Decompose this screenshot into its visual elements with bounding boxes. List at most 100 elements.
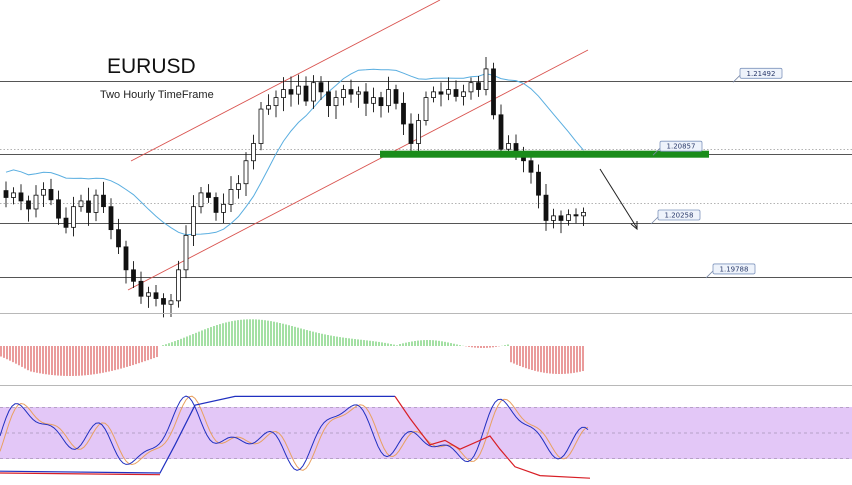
candle-body — [213, 197, 219, 213]
candle-body — [476, 82, 481, 90]
price-label-box — [739, 67, 783, 79]
candle-body — [536, 171, 541, 196]
candle-body — [446, 89, 451, 95]
candle-body — [453, 89, 459, 97]
candle-body — [438, 91, 444, 95]
candle-body — [33, 194, 39, 210]
candle-body — [551, 215, 556, 221]
support-zone — [380, 150, 709, 158]
candle-body — [371, 97, 376, 104]
candle-body — [581, 212, 586, 217]
level-lines — [0, 81, 852, 278]
candle-body — [386, 89, 391, 107]
label-pointer — [705, 270, 714, 279]
candle-body — [251, 143, 256, 162]
stochastic-fast-line — [0, 395, 589, 471]
price-label: 1.21492 — [747, 70, 776, 78]
stochastic-signal-line — [0, 472, 161, 476]
candle-body — [356, 91, 361, 95]
candle-body — [236, 183, 241, 190]
candle-body — [63, 217, 69, 228]
candle-body — [573, 214, 579, 217]
candle-body — [318, 82, 324, 93]
candle-body — [153, 292, 159, 299]
candle-body — [206, 192, 211, 198]
price-label: 1.20258 — [665, 211, 694, 219]
candle-body — [288, 89, 294, 95]
candle-body — [71, 206, 76, 228]
stochastic-signal-line — [0, 395, 395, 474]
candle-body — [243, 160, 249, 185]
candle-body — [506, 143, 511, 150]
candle-body — [221, 203, 226, 213]
candle-body — [86, 200, 91, 213]
trend-channel — [127, 0, 589, 291]
candle-body — [461, 91, 466, 97]
channel-lower-line — [127, 49, 589, 291]
candle-body — [491, 68, 496, 116]
stochastic-slow-line — [0, 395, 589, 471]
candle-body — [138, 280, 144, 297]
candle-body — [408, 123, 414, 144]
candle-body — [3, 190, 9, 198]
candle-body — [483, 68, 489, 90]
candle-body — [281, 89, 286, 98]
candle-body — [431, 91, 436, 98]
candle-body — [146, 292, 151, 297]
candle-body — [228, 189, 234, 205]
candle-body — [41, 189, 46, 196]
candle-body — [378, 97, 384, 107]
candle-body — [56, 199, 61, 219]
stochastic-lines — [0, 395, 591, 479]
candle-body — [543, 194, 549, 221]
stochastic-pane — [0, 395, 852, 479]
candle-body — [363, 91, 369, 104]
chart-subtitle: Two Hourly TimeFrame — [100, 89, 214, 101]
candle-body — [558, 215, 564, 221]
candle-body — [123, 246, 129, 271]
candle-body — [93, 194, 99, 213]
candle-body — [78, 200, 84, 208]
price-label-box — [712, 263, 756, 275]
price-label: 1.20857 — [667, 143, 696, 151]
candle-body — [26, 200, 31, 210]
price-label: 1.19788 — [720, 265, 749, 273]
candle-body — [393, 89, 399, 104]
candle-body — [513, 143, 519, 152]
stochastic-signal-line — [394, 396, 591, 479]
candle-body — [108, 206, 114, 231]
price-pane: 1.21492 1.20857 1.20258 1.19788 EURUSD Two … — [0, 0, 852, 318]
candle-body — [183, 234, 189, 271]
projection-arrow — [599, 168, 638, 231]
candle-body — [566, 214, 571, 221]
arrow-shaft — [599, 168, 638, 229]
candle-body — [101, 194, 106, 208]
candle-body — [311, 82, 316, 102]
candle-body — [468, 82, 474, 93]
oscillator-histogram — [0, 319, 584, 376]
candle-body — [198, 192, 204, 208]
candle-body — [168, 300, 174, 305]
candle-body — [176, 269, 181, 302]
candle-body — [528, 160, 534, 173]
candle-body — [401, 102, 406, 125]
level-labels: 1.21492 1.20857 1.20258 1.19788 — [650, 67, 783, 279]
candle-body — [116, 229, 121, 248]
stochastic-grid — [0, 407, 852, 459]
candle-body — [48, 189, 54, 201]
candle-body — [296, 85, 301, 95]
candle-body — [498, 114, 504, 150]
arrow-head — [630, 221, 638, 231]
candle-body — [11, 192, 16, 198]
candles — [3, 57, 586, 318]
price-label-box — [657, 209, 701, 221]
channel-upper-line — [130, 0, 441, 162]
candle-body — [416, 120, 421, 144]
chart-title: EURUSD — [107, 55, 196, 78]
label-pointer — [652, 147, 661, 156]
candle-body — [131, 269, 136, 282]
candle-body — [423, 97, 429, 121]
support-zone-bar — [380, 150, 709, 158]
candle-body — [303, 85, 309, 102]
